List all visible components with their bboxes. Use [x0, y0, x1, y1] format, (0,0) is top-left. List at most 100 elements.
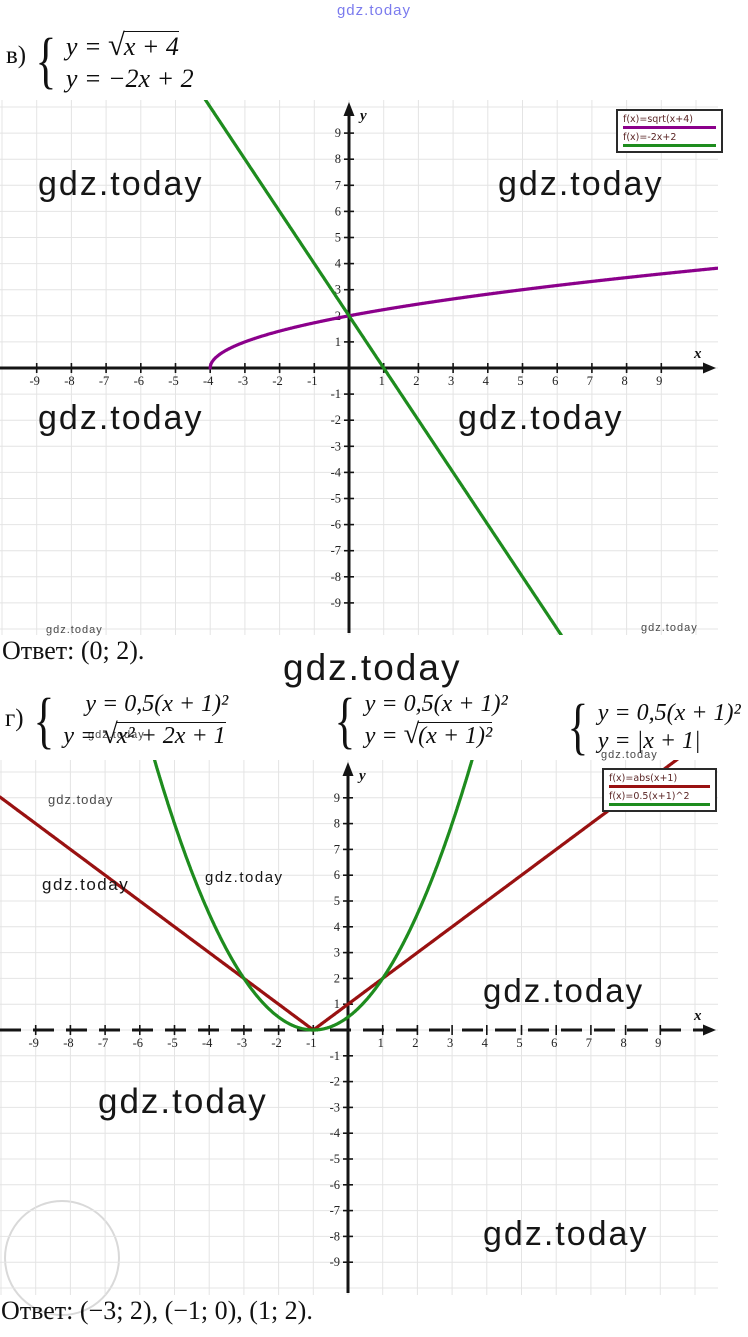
x-tick-label: -2 — [271, 1036, 281, 1050]
y-tick-label: -4 — [331, 465, 342, 479]
x-axis-letter: x — [693, 1008, 702, 1024]
y-tick-label: -2 — [330, 1075, 340, 1089]
y-tick-label: -3 — [330, 1100, 340, 1114]
equation-g2-2-prefix: y = — [364, 723, 404, 749]
y-tick-label: -6 — [331, 518, 341, 532]
x-axis-arrow — [703, 1024, 716, 1036]
x-tick-label: -4 — [202, 1036, 213, 1050]
y-tick-label: 7 — [334, 842, 340, 856]
graph1-legend-entry-sqrt: f(x)=sqrt(x+4) — [623, 114, 716, 129]
graph1-legend: f(x)=sqrt(x+4) f(x)=-2x+2 — [616, 109, 723, 153]
graph2-legend-entry-parabola: f(x)=0.5(x+1)^2 — [609, 791, 710, 806]
equation-g1-1: y = 0,5(x + 1)² — [85, 691, 229, 717]
x-tick-label: 9 — [656, 374, 662, 388]
y-tick-label: -4 — [330, 1126, 341, 1140]
y-tick-label: -9 — [330, 1255, 340, 1269]
brand-watermark: gdz.today — [641, 622, 698, 634]
answer-v-label: Ответ: — [2, 636, 75, 665]
x-axis-arrow — [703, 362, 716, 374]
brand-watermark: gdz.today — [498, 165, 664, 203]
x-tick-label: 7 — [587, 374, 593, 388]
problem-g3-equations: y = 0,5(x + 1)² y = |x + 1| — [598, 700, 741, 755]
graph2-plot: x y -9 -8 -7 -6 -5 -4 -3 -2 -1 1 2 3 4 5 6 7 8 9 9 8 7 6 5 4 3 2 1 -1… — [0, 760, 718, 1295]
x-tick-label: -3 — [238, 374, 248, 388]
x-tick-label: -8 — [63, 1036, 73, 1050]
equation-g1-2: y = √x² + 2x + 1 — [63, 719, 228, 751]
brand-watermark: gdz.today — [205, 869, 284, 886]
y-tick-label: 3 — [335, 283, 341, 297]
brand-watermark: gdz.today — [48, 792, 114, 807]
x-tick-label: -5 — [167, 1036, 177, 1050]
equation-g2-1: y = 0,5(x + 1)² — [364, 691, 508, 717]
radical-sign: √ — [403, 719, 420, 750]
y-tick-label: 3 — [334, 946, 340, 960]
y-tick-label: -7 — [331, 544, 341, 558]
brand-watermark-header: gdz.today — [336, 2, 412, 19]
graph1-legend-entry-line: f(x)=-2x+2 — [623, 132, 716, 147]
problem-g-system-2: { y = 0,5(x + 1)² y = √(x + 1)² — [330, 686, 508, 755]
system-brace: { — [35, 26, 57, 95]
y-tick-label: -2 — [331, 413, 341, 427]
problem-g-label: г) — [5, 705, 24, 732]
brand-watermark: gdz.today — [601, 749, 658, 761]
x-tick-label: 4 — [483, 374, 490, 388]
x-tick-label: 8 — [620, 1036, 626, 1050]
y-axis-letter: y — [357, 768, 366, 784]
y-tick-label: -9 — [331, 596, 341, 610]
system-brace: { — [567, 693, 589, 761]
y-tick-label: 2 — [335, 309, 341, 323]
answer-g-value: (−3; 2), (−1; 0), (1; 2). — [79, 1296, 313, 1325]
equation-g2-2: y = √(x + 1)² — [365, 719, 508, 751]
x-tick-label: -1 — [306, 1036, 316, 1050]
x-tick-label: -7 — [99, 374, 109, 388]
y-tick-label: -5 — [330, 1152, 340, 1166]
curve-parabola — [152, 760, 474, 1032]
brand-watermark: gdz.today — [283, 647, 462, 688]
x-tick-label: 1 — [379, 374, 385, 388]
legend-label: f(x)=-2x+2 — [623, 132, 677, 143]
brand-watermark: gdz.today — [46, 624, 103, 636]
equation-g1-2-radicand: x² + 2x + 1 — [116, 722, 226, 749]
x-tick-label: -9 — [28, 1036, 38, 1050]
x-tick-label: 5 — [517, 374, 523, 388]
system-brace: { — [33, 686, 54, 755]
answer-v-value: (0; 2). — [80, 636, 145, 665]
problem-v-equations: y = √x + 4 y = −2x + 2 — [66, 28, 194, 94]
system-brace: { — [334, 686, 356, 755]
x-tick-label: 8 — [621, 374, 627, 388]
y-tick-label: 7 — [335, 178, 341, 192]
legend-color-line — [609, 803, 710, 806]
answer-g: Ответ: (−3; 2), (−1; 0), (1; 2). — [1, 1296, 313, 1326]
problem-g-system-1: г) { y = 0,5(x + 1)² y = √x² + 2x + 1 — [5, 686, 229, 755]
equation-v-1-prefix: y = — [65, 32, 108, 61]
y-axis-arrow — [343, 102, 355, 116]
curve-sqrt — [208, 266, 718, 370]
curve-abs — [0, 760, 680, 1032]
x-tick-label: -1 — [307, 374, 317, 388]
y-tick-label: -1 — [330, 1049, 340, 1063]
y-tick-label: 4 — [335, 257, 342, 271]
legend-label: f(x)=0.5(x+1)^2 — [609, 791, 690, 802]
brand-watermark: gdz.today — [483, 972, 645, 1009]
y-tick-label: 8 — [334, 817, 340, 831]
x-tick-label: -6 — [133, 1036, 143, 1050]
brand-watermark: gdz.today — [38, 399, 204, 437]
x-tick-label: 6 — [552, 374, 558, 388]
brand-watermark: gdz.today — [458, 399, 624, 437]
problem-g-system-3: { y = 0,5(x + 1)² y = |x + 1| — [563, 693, 741, 761]
x-tick-label: -4 — [203, 374, 214, 388]
y-tick-label: 9 — [334, 791, 340, 805]
brand-watermark: gdz.today — [98, 1082, 268, 1121]
y-tick-label: 5 — [334, 894, 340, 908]
answer-v: Ответ: (0; 2). — [2, 636, 144, 666]
y-axis-arrow — [342, 762, 354, 776]
y-tick-label: -8 — [331, 570, 341, 584]
answer-g-label: Ответ: — [1, 1296, 74, 1325]
problem-v-system: в) { y = √x + 4 y = −2x + 2 — [6, 28, 194, 94]
y-tick-label: 1 — [334, 997, 340, 1011]
y-tick-label: -6 — [330, 1178, 340, 1192]
graph1-plot: x y -9 -8 -7 -6 -5 -4 -3 -2 -1 1 2 3 4 5 6 7 8 9 9 8 7 6 5 4 3 2 1 -1… — [0, 100, 718, 635]
x-tick-label: -9 — [29, 374, 39, 388]
y-tick-label: 5 — [335, 231, 341, 245]
